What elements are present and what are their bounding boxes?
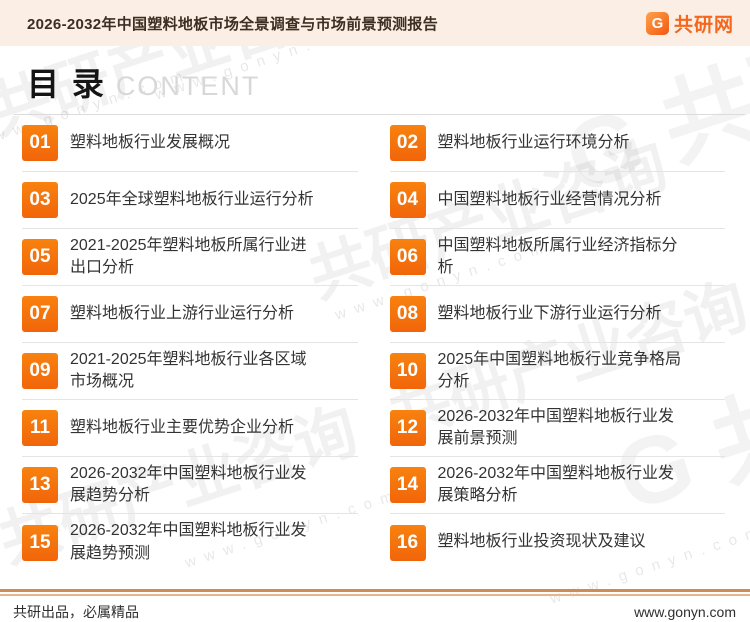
page-footer: 共研出品，必属精品 www.gonyn.com: [0, 589, 750, 622]
gonyn-logo: G 共研网: [645, 10, 734, 37]
toc-item-03: 03 2025年全球塑料地板行业运行分析: [22, 172, 358, 229]
toc-item-13: 13 2026-2032年中国塑料地板行业发展趋势分析: [22, 457, 358, 514]
toc-title-chinese: 目 录: [27, 66, 106, 102]
toc-item-04: 04 中国塑料地板行业经营情况分析: [389, 172, 725, 229]
toc-item-label: 2026-2032年中国塑料地板行业发展趋势预测: [70, 522, 307, 562]
toc-item-label: 2021-2025年塑料地板行业各区域市场概况: [70, 350, 307, 390]
toc-item-10: 10 2025年中国塑料地板行业竞争格局分析: [389, 343, 725, 400]
toc-item-16: 16 塑料地板行业投资现状及建议: [389, 514, 726, 571]
toc-title-english: CONTENT: [115, 71, 261, 101]
toc-number-badge: 01: [22, 125, 58, 161]
toc-item-14: 14 2026-2032年中国塑料地板行业发展策略分析: [389, 457, 725, 514]
toc-item-09: 09 2021-2025年塑料地板行业各区域市场概况: [22, 343, 358, 400]
toc-header: 目 录 CONTENT: [14, 46, 745, 115]
toc-item-07: 07 塑料地板行业上游行业运行分析: [22, 286, 358, 343]
toc-item-label: 塑料地板行业上游行业运行分析: [70, 304, 295, 322]
toc-item-label: 塑料地板行业下游行业运行分析: [437, 304, 662, 322]
toc-item-label: 中国塑料地板行业经营情况分析: [437, 190, 662, 208]
toc-item-label: 2026-2032年中国塑料地板行业发展趋势分析: [70, 464, 307, 504]
toc-item-02: 02 塑料地板行业运行环境分析: [389, 115, 725, 172]
toc-item-01: 01 塑料地板行业发展概况: [22, 115, 358, 172]
toc-number-badge: 05: [22, 239, 58, 275]
toc-number-badge: 04: [389, 182, 426, 218]
toc-number-badge: 13: [22, 467, 58, 503]
toc-item-label: 2026-2032年中国塑料地板行业发展策略分析: [437, 464, 675, 504]
footer-website-url: www.gonyn.com: [634, 604, 736, 620]
toc-item-label: 2025年中国塑料地板行业竞争格局分析: [437, 350, 682, 390]
toc-item-label: 塑料地板行业主要优势企业分析: [70, 418, 295, 436]
footer-separator-light: [0, 594, 750, 596]
toc-item-label: 2021-2025年塑料地板所属行业进出口分析: [70, 236, 307, 276]
toc-item-05: 05 2021-2025年塑料地板所属行业进出口分析: [22, 229, 358, 286]
toc-item-label: 中国塑料地板所属行业经济指标分析: [437, 236, 678, 276]
toc-number-badge: 02: [389, 125, 426, 161]
footer-slogan: 共研出品，必属精品: [13, 604, 139, 620]
toc-item-06: 06 中国塑料地板所属行业经济指标分析: [389, 229, 725, 286]
toc-number-badge: 06: [389, 239, 426, 275]
toc-number-badge: 07: [22, 296, 58, 332]
toc-grid: 01 塑料地板行业发展概况 02 塑料地板行业运行环境分析 03 2025年全球…: [22, 115, 725, 571]
toc-item-15: 15 2026-2032年中国塑料地板行业发展趋势预测: [22, 514, 358, 571]
toc-number-badge: 10: [389, 353, 426, 389]
footer-separator-dark: [0, 589, 750, 592]
toc-number-badge: 11: [22, 410, 58, 446]
report-title: 2026-2032年中国塑料地板市场全景调查与市场前景预测报告: [27, 15, 439, 33]
toc-item-12: 12 2026-2032年中国塑料地板行业发展前景预测: [389, 400, 725, 457]
toc-item-label: 塑料地板行业投资现状及建议: [437, 533, 646, 551]
page-header: 2026-2032年中国塑料地板市场全景调查与市场前景预测报告 G 共研网: [0, 0, 750, 46]
toc-number-badge: 09: [22, 353, 58, 389]
toc-item-label: 2025年全球塑料地板行业运行分析: [70, 190, 314, 208]
toc-item-label: 塑料地板行业发展概况: [70, 133, 231, 151]
toc-number-badge: 03: [22, 182, 58, 218]
toc-item-11: 11 塑料地板行业主要优势企业分析: [22, 400, 358, 457]
toc-number-badge: 08: [389, 296, 426, 332]
toc-item-label: 2026-2032年中国塑料地板行业发展前景预测: [437, 407, 675, 447]
toc-number-badge: 15: [22, 524, 58, 561]
toc-number-badge: 12: [389, 410, 426, 446]
toc-number-badge: 14: [389, 467, 426, 503]
toc-item-08: 08 塑料地板行业下游行业运行分析: [389, 286, 725, 343]
gonyn-logo-text: 共研网: [673, 14, 734, 36]
toc-item-label: 塑料地板行业运行环境分析: [437, 133, 630, 151]
toc-number-badge: 16: [389, 524, 426, 561]
gonyn-logo-icon: G: [645, 11, 669, 35]
